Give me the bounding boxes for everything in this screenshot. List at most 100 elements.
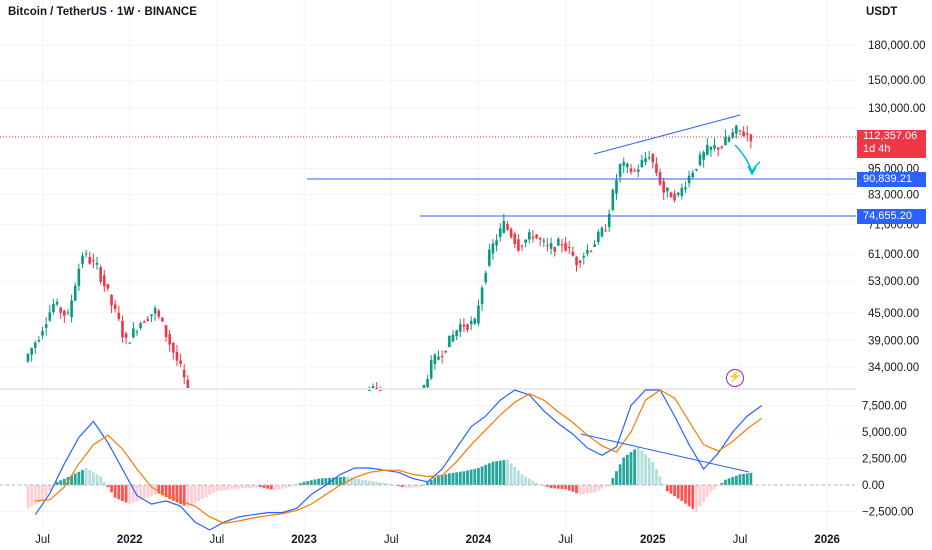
candle-body xyxy=(735,125,738,134)
candle-body xyxy=(484,273,487,283)
histogram-bar xyxy=(684,485,687,504)
histogram-bar xyxy=(157,485,161,494)
histogram-bar xyxy=(615,471,618,485)
histogram-bar xyxy=(600,485,604,489)
candle-body xyxy=(524,239,527,243)
candle-body xyxy=(564,242,567,251)
histogram-bar xyxy=(491,461,495,485)
histogram-bar xyxy=(240,485,244,489)
candle-body xyxy=(477,305,480,324)
time-tick-label: 2025 xyxy=(640,534,666,546)
currency-label[interactable]: USDT xyxy=(866,6,898,18)
histogram-bar xyxy=(30,485,34,507)
histogram-bar xyxy=(110,485,113,493)
candle-body xyxy=(495,240,498,246)
histogram-bar xyxy=(527,478,531,485)
level-1-tag: 90,839.21 xyxy=(857,172,926,187)
histogram-bar xyxy=(586,485,589,494)
candle-body xyxy=(117,312,121,320)
histogram-bar xyxy=(211,485,215,494)
histogram-bar xyxy=(244,485,248,489)
candle-body xyxy=(549,243,553,249)
histogram-bar xyxy=(658,476,662,485)
histogram-bar xyxy=(575,485,578,494)
histogram-bar xyxy=(364,480,368,485)
time-tick-label: 2024 xyxy=(466,534,492,546)
candle-body xyxy=(531,236,535,239)
flash-icon[interactable]: ⚡ xyxy=(726,369,744,387)
bar-countdown: 1d 4h xyxy=(863,143,891,155)
signal-line xyxy=(35,389,763,524)
candle-body xyxy=(538,238,542,240)
histogram-bar xyxy=(317,478,320,485)
candle-body xyxy=(77,268,81,286)
histogram-bar xyxy=(705,485,709,498)
histogram-bar xyxy=(309,480,313,485)
candle-body xyxy=(429,359,433,379)
histogram-bar xyxy=(248,485,251,488)
candle-body xyxy=(55,301,59,305)
candles xyxy=(26,124,753,392)
candle-body xyxy=(164,325,168,337)
histogram-bar xyxy=(742,473,746,485)
candle-body xyxy=(662,181,665,193)
macd-histogram xyxy=(26,446,753,512)
histogram-bar xyxy=(611,478,615,485)
price-tick-label: 150,000.00 xyxy=(868,75,926,87)
candle-body xyxy=(95,262,99,265)
candle-body xyxy=(593,244,596,247)
histogram-bar xyxy=(186,485,190,508)
candle-body xyxy=(113,304,117,309)
histogram-bar xyxy=(197,485,201,501)
histogram-bar xyxy=(393,485,397,486)
price-tick-label: 61,000.00 xyxy=(868,249,919,261)
candle-body xyxy=(92,260,95,262)
histogram-bar xyxy=(498,460,502,485)
histogram-bar xyxy=(553,485,557,489)
histogram-bar xyxy=(644,454,647,485)
indicator-tick-label: 5,000.00 xyxy=(862,427,907,439)
histogram-bar xyxy=(567,485,571,491)
candle-body xyxy=(37,339,41,342)
candle-body xyxy=(724,136,727,146)
histogram-bar xyxy=(124,485,128,503)
candle-body xyxy=(81,255,84,265)
histogram-bar xyxy=(633,449,637,485)
histogram-bar xyxy=(277,485,281,490)
candle-body xyxy=(491,243,495,254)
histogram-bar xyxy=(440,475,444,485)
price-tick-label: 53,000.00 xyxy=(868,276,919,288)
candle-body xyxy=(426,378,429,387)
time-tick-label: 2023 xyxy=(291,534,317,546)
projection-arrowhead xyxy=(747,165,757,176)
histogram-bar xyxy=(251,485,255,488)
macd-line xyxy=(34,389,763,531)
level-2-tag: 74,655.20 xyxy=(857,209,926,224)
chart-grid xyxy=(0,0,856,530)
candle-body xyxy=(172,342,175,353)
symbol-title[interactable]: Bitcoin / TetherUS · 1W · BINANCE xyxy=(8,6,197,18)
histogram-bar xyxy=(113,485,117,498)
histogram-bar xyxy=(230,485,233,490)
price-tick-label: 39,000.00 xyxy=(868,335,919,347)
candle-body xyxy=(139,323,142,329)
histogram-bar xyxy=(382,482,386,485)
candle-body xyxy=(480,287,484,304)
histogram-bar xyxy=(302,481,306,485)
candle-body xyxy=(153,308,157,314)
histogram-bar xyxy=(226,485,230,490)
time-axis: Jul 2022 Jul 2023 Jul 2024 Jul 2025 Jul 2026 xyxy=(35,534,840,546)
histogram-bar xyxy=(509,463,513,485)
indicator-tick-label: 2,500.00 xyxy=(862,454,907,466)
candle-body xyxy=(669,192,673,198)
histogram-bar xyxy=(357,478,360,485)
histogram-bar xyxy=(477,468,480,485)
candle-body xyxy=(84,253,88,255)
histogram-bar xyxy=(571,485,575,492)
histogram-bar xyxy=(342,476,346,485)
histogram-bar xyxy=(665,485,669,492)
candle-body xyxy=(175,351,179,361)
histogram-bar xyxy=(128,485,132,505)
candle-body xyxy=(371,386,375,388)
